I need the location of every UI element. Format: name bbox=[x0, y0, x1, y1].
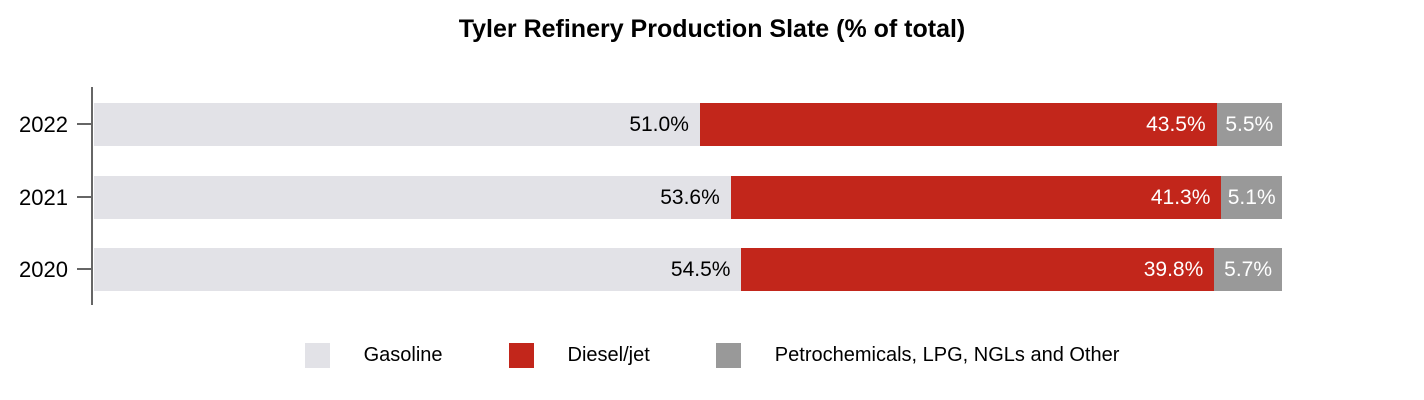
bar-segment-petrochemicals-lpg-ngls-and-other: 5.1% bbox=[1221, 175, 1282, 219]
category-label: 2021 bbox=[19, 184, 68, 210]
legend-label: Petrochemicals, LPG, NGLs and Other bbox=[774, 344, 1120, 366]
bar-segment-gasoline: 51.0% bbox=[94, 103, 700, 146]
bar-segment-gasoline: 54.5% bbox=[94, 248, 742, 291]
bar-segment-petrochemicals-lpg-ngls-and-other: 5.7% bbox=[1214, 248, 1282, 291]
value-label: 43.5% bbox=[1146, 113, 1206, 136]
category-label: 2022 bbox=[19, 112, 68, 137]
value-label: 51.0% bbox=[629, 113, 689, 136]
stacked-bar: 54.5% 39.8% 5.7% bbox=[94, 248, 1282, 291]
value-label: 5.1% bbox=[1227, 185, 1276, 209]
legend-label: Diesel/jet bbox=[567, 344, 650, 366]
category-label: 2020 bbox=[19, 257, 68, 282]
bar-row-2021: 2021 53.6% 41.3% 5.1% bbox=[0, 175, 1424, 219]
bar-segment-diesel-jet: 41.3% bbox=[730, 175, 1222, 219]
bar-segment-petrochemicals-lpg-ngls-and-other: 5.5% bbox=[1216, 103, 1282, 146]
legend-swatch-gasoline bbox=[304, 343, 330, 368]
chart-area: 2022 51.0% 43.5% 5.5% 2021 53.6% 41.3% 5.1% 2020… bbox=[0, 87, 1424, 305]
stacked-bar: 53.6% 41.3% 5.1% bbox=[94, 175, 1282, 219]
legend-item-diesel-jet: Diesel/jet bbox=[508, 343, 650, 368]
value-label: 54.5% bbox=[670, 258, 731, 281]
value-label: 5.7% bbox=[1224, 258, 1273, 281]
chart-title: Tyler Refinery Production Slate (% of to… bbox=[458, 15, 966, 43]
axis-tick bbox=[77, 123, 92, 125]
bar-row-2020: 2020 54.5% 39.8% 5.7% bbox=[0, 248, 1424, 291]
legend-swatch-diesel-jet bbox=[508, 343, 534, 368]
value-label: 41.3% bbox=[1150, 185, 1211, 209]
legend: Gasoline Diesel/jet Petrochemicals, LPG, N… bbox=[0, 343, 1424, 368]
legend-label: Gasoline bbox=[363, 344, 443, 366]
value-label: 39.8% bbox=[1143, 258, 1204, 281]
bar-segment-gasoline: 53.6% bbox=[94, 175, 731, 219]
bar-segment-diesel-jet: 43.5% bbox=[699, 103, 1217, 146]
value-label: 5.5% bbox=[1225, 113, 1274, 136]
axis-tick bbox=[77, 268, 92, 270]
legend-swatch-petrochemicals-lpg-ngls-and-other bbox=[715, 343, 741, 368]
legend-item-petrochemicals-lpg-ngls-and-other: Petrochemicals, LPG, NGLs and Other bbox=[715, 343, 1120, 368]
bar-segment-diesel-jet: 39.8% bbox=[741, 248, 1215, 291]
y-axis-line bbox=[91, 87, 93, 305]
legend-item-gasoline: Gasoline bbox=[304, 343, 443, 368]
stacked-bar: 51.0% 43.5% 5.5% bbox=[94, 103, 1282, 146]
value-label: 53.6% bbox=[660, 185, 720, 209]
bar-row-2022: 2022 51.0% 43.5% 5.5% bbox=[0, 103, 1424, 146]
axis-tick bbox=[77, 195, 92, 198]
